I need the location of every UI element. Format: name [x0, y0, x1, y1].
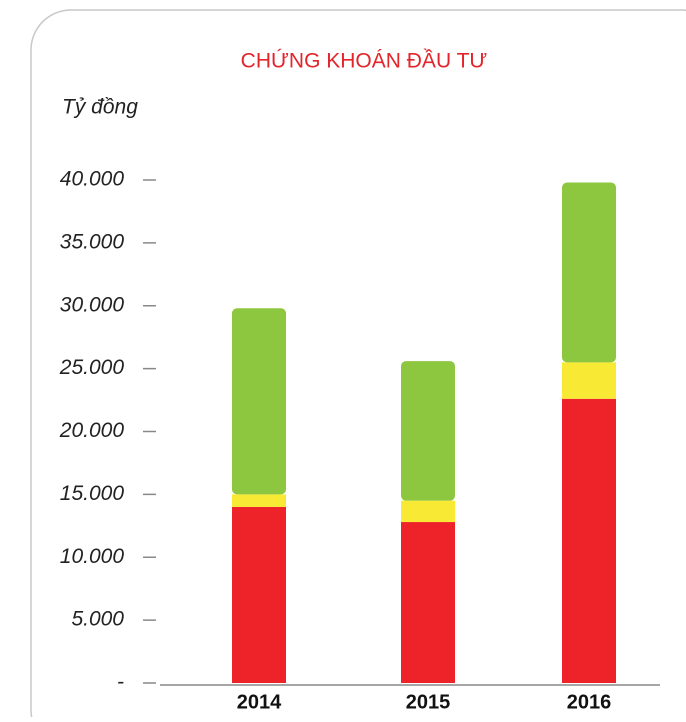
bar-segment [232, 494, 286, 507]
chart-title: CHỨNG KHOÁN ĐẦU TƯ [241, 50, 488, 73]
y-tick-label: 25.000 [59, 356, 125, 379]
bar-segment [401, 522, 455, 683]
y-tick-label: 5.000 [71, 608, 124, 631]
y-tick-label: 15.000 [60, 482, 125, 505]
bar-segment [401, 361, 455, 501]
bar-segment [562, 398, 616, 683]
y-tick-label: 30.000 [60, 293, 125, 316]
x-tick-label: 2016 [567, 691, 612, 713]
x-tick-label: 2015 [406, 691, 451, 713]
bar-segment [232, 308, 286, 495]
y-tick-label: 40.000 [60, 168, 125, 191]
bar-segment [562, 362, 616, 399]
bar-segment [401, 500, 455, 523]
card [30, 9, 686, 722]
x-tick-label: 2014 [237, 691, 282, 713]
y-tick-label: 10.000 [60, 545, 125, 568]
y-tick-label: - [117, 671, 124, 694]
y-tick-label: 35.000 [60, 230, 125, 253]
y-tick-label: 20.000 [59, 419, 125, 442]
bar-segment [232, 506, 286, 683]
bar-segment [562, 182, 616, 363]
y-axis-label: Tỷ đồng [62, 96, 138, 119]
